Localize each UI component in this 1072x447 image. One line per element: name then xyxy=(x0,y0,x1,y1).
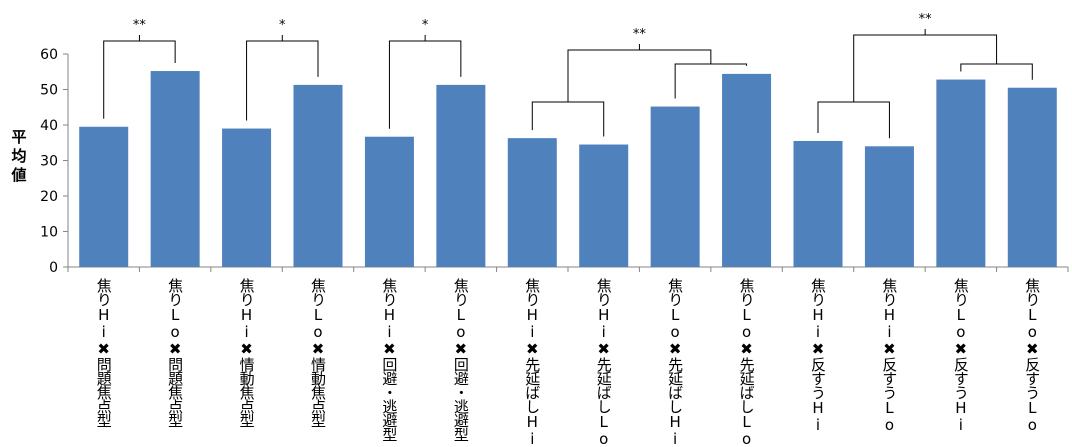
bar xyxy=(1007,87,1057,267)
bar xyxy=(79,126,129,268)
category-label: 焦りLo✖反すうHi xyxy=(951,278,970,433)
category-label: 焦りLo✖回避・逃避型 xyxy=(451,278,470,441)
y-tick-label: 0 xyxy=(49,260,58,276)
category-label: 焦りHi✖先延ばしHi xyxy=(523,278,542,447)
bar xyxy=(793,140,843,267)
category-label: 焦りLo✖情動焦点型 xyxy=(309,278,327,427)
bar xyxy=(722,73,772,267)
y-tick-label: 20 xyxy=(40,189,58,205)
bar xyxy=(222,128,272,267)
significance-label: ** xyxy=(919,12,933,27)
bar xyxy=(436,84,486,267)
bar xyxy=(579,144,629,267)
bracket-line xyxy=(531,101,605,137)
y-tick-label: 10 xyxy=(40,225,58,241)
category-label: 焦りHi✖反すうHi xyxy=(809,278,827,433)
category-label: 焦りHi✖反すうLo xyxy=(880,278,899,433)
y-axis-label-char: 平 xyxy=(11,128,27,146)
y-tick-label: 40 xyxy=(40,118,58,134)
bar xyxy=(293,84,343,267)
bar xyxy=(150,71,200,267)
bar xyxy=(936,79,986,267)
category-label: 焦りHi✖問題焦点型 xyxy=(94,278,113,427)
category-label: 焦りLo✖反すうLo xyxy=(1023,278,1042,433)
bar xyxy=(650,106,700,267)
category-label: 焦りHi✖回避・逃避型 xyxy=(380,278,399,441)
bars xyxy=(79,71,1057,268)
category-label: 焦りHi✖情動焦点型 xyxy=(237,278,256,427)
significance-label: ** xyxy=(133,18,147,33)
bracket-line xyxy=(960,63,1033,80)
y-tick-label: 50 xyxy=(40,83,58,99)
significance-label: ** xyxy=(633,27,647,42)
bar xyxy=(507,138,557,267)
y-tick-label: 30 xyxy=(40,154,58,170)
bracket-line xyxy=(567,49,712,102)
bar xyxy=(364,136,414,267)
y-axis-label: 平均値 xyxy=(8,128,30,185)
significance-label: * xyxy=(279,18,286,33)
significance-brackets: ** * ***** xyxy=(103,12,1033,139)
significance-label: * xyxy=(422,18,429,33)
category-label: 焦りLo✖問題焦点型 xyxy=(166,278,185,427)
category-label: 焦りLo✖先延ばしLo xyxy=(737,278,756,447)
y-axis-label-char: 均 xyxy=(11,147,27,165)
category-label: 焦りLo✖先延ばしHi xyxy=(666,278,685,447)
bar xyxy=(864,146,914,267)
y-tick-label: 60 xyxy=(40,47,58,63)
y-axis-label-char: 値 xyxy=(11,166,27,184)
category-label: 焦りHi✖先延ばしLo xyxy=(594,278,613,447)
bracket-line xyxy=(817,101,890,139)
